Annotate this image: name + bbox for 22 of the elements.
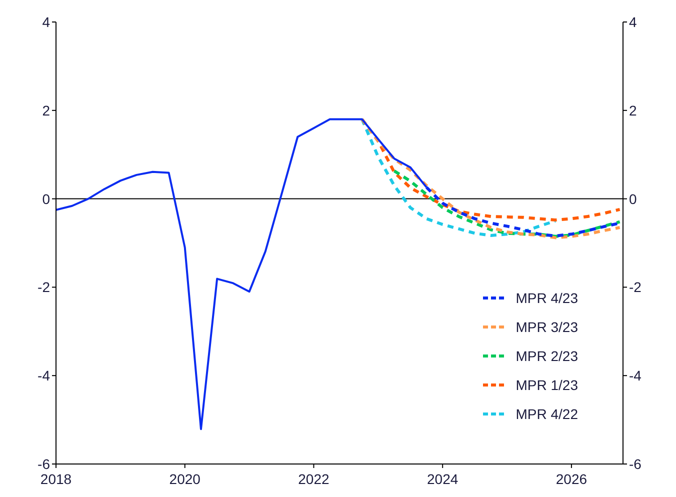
y-tick-label: 2 <box>42 102 50 118</box>
y2-tick-label: -4 <box>629 368 642 384</box>
legend-label: MPR 4/22 <box>516 406 578 422</box>
legend-label: MPR 1/23 <box>516 376 578 392</box>
legend-label: MPR 2/23 <box>516 348 578 364</box>
x-tick-label: 2026 <box>556 470 588 487</box>
legend-label: MPR 3/23 <box>516 318 578 334</box>
x-tick-label: 2018 <box>40 470 72 487</box>
legend-label: MPR 4/23 <box>516 290 578 306</box>
y-tick-label: -6 <box>38 456 50 472</box>
y2-tick-label: 2 <box>629 102 637 118</box>
y2-tick-label: 4 <box>629 14 637 30</box>
y-tick-label: 0 <box>42 190 50 207</box>
x-tick-label: 2020 <box>169 470 201 487</box>
y-tick-label: 4 <box>42 14 50 30</box>
y-tick-label: -4 <box>38 368 50 384</box>
x-tick-label: 2024 <box>427 470 458 487</box>
y-tick-label: -2 <box>38 279 50 296</box>
x-tick-label: 2022 <box>298 470 330 487</box>
y2-tick-label: -6 <box>629 456 642 472</box>
y2-tick-label: 0 <box>629 190 637 207</box>
y2-tick-label: -2 <box>629 279 642 296</box>
